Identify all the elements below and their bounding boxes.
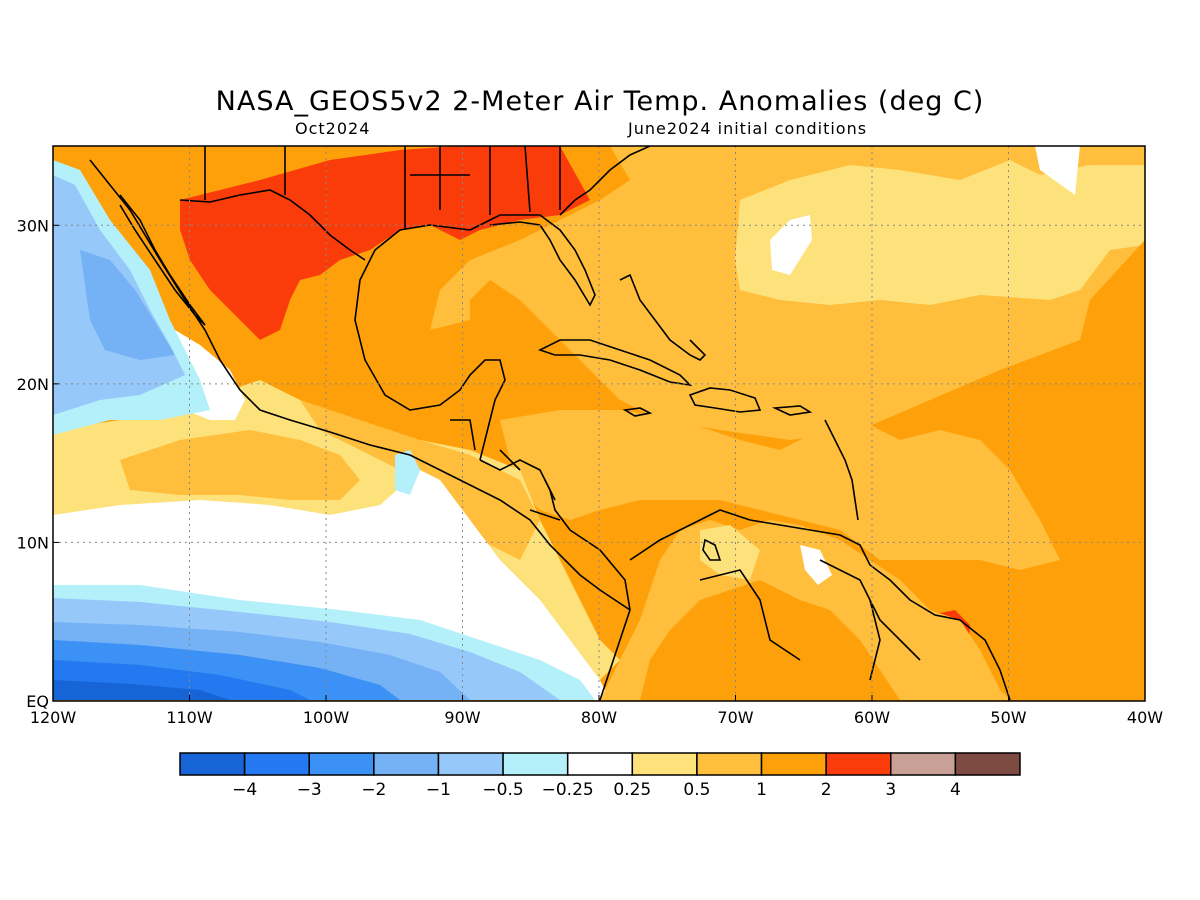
- x-tick-label: 40W: [1127, 708, 1163, 727]
- anomaly-region-pacific-0.5-to-1: [120, 430, 360, 500]
- colorbar-label: −0.25: [542, 780, 594, 800]
- border-south-america: [699, 559, 921, 681]
- x-tick-label: 50W: [990, 708, 1026, 727]
- coast-florida: [469, 214, 596, 307]
- x-tick-label: 100W: [303, 708, 350, 727]
- anomaly-field: [53, 146, 1145, 701]
- colorbar-label: −1: [426, 780, 451, 800]
- island-jamaica: [622, 407, 653, 417]
- colorbar: −4 −3 −2 −1 −0.5 −0.25 0.25 0.5 1 2 3 4: [179, 752, 1021, 800]
- anomaly-region-southamerica-0.25-to-0.5: [700, 525, 760, 580]
- island-bahamas: [619, 273, 707, 361]
- colorbar-swatch: [631, 752, 698, 776]
- graticule: [53, 146, 1145, 701]
- map-title: NASA_GEOS5v2 2-Meter Air Temp. Anomalies…: [215, 86, 985, 117]
- forecast-month: Oct2024: [295, 119, 371, 138]
- colorbar-swatch: [890, 752, 957, 776]
- anomaly-region-baja-offshore-minus-1: [80, 250, 175, 360]
- colorbar-label: −4: [232, 780, 257, 800]
- axis-ticks: 120W 110W 100W 90W 80W 70W 60W 50W 40W EQ 10N 20N 30…: [17, 216, 1164, 727]
- coastlines: [89, 146, 1011, 701]
- coast-caribbean-south: [629, 509, 1011, 701]
- initial-conditions: June2024 initial conditions: [628, 119, 868, 138]
- colorbar-swatch: [825, 752, 892, 776]
- colorbar-swatch: [437, 752, 504, 776]
- colorbar-label: −0.5: [482, 780, 523, 800]
- colorbar-swatch: [760, 752, 827, 776]
- colorbar-label: −2: [361, 780, 386, 800]
- colorbar-swatch: [373, 752, 440, 776]
- colorbar-swatch: [502, 752, 569, 776]
- anomaly-region-atlantic-neutral-north: [1035, 146, 1080, 195]
- y-tick-label: 30N: [17, 216, 49, 235]
- coast-us-east: [559, 146, 651, 216]
- colorbar-swatch: [954, 752, 1021, 776]
- island-hispaniola: [688, 387, 762, 413]
- anomaly-region-atlantic-east-1-to-2: [990, 240, 1145, 700]
- colorbar-label: 1: [756, 780, 767, 800]
- colorbar-label: 0.5: [683, 780, 710, 800]
- x-tick-label: 120W: [30, 708, 77, 727]
- anomaly-region-caribbean-0.5-to-1: [500, 410, 1060, 570]
- colorbar-label: 0.25: [613, 780, 651, 800]
- anomaly-region-centralamerica-minus-0.25: [395, 450, 420, 495]
- colorbar-label: −3: [297, 780, 322, 800]
- border-us-states: [204, 146, 561, 230]
- anomaly-region-atlantic-neutral: [770, 215, 812, 275]
- coast-mexico-pacific: [89, 159, 631, 701]
- colorbar-swatch: [308, 752, 375, 776]
- y-tick-label: 20N: [17, 375, 49, 394]
- x-tick-label: 60W: [854, 708, 890, 727]
- island-puerto-rico: [771, 405, 813, 416]
- colorbar-label: 3: [885, 780, 896, 800]
- y-tick-label: EQ: [26, 692, 49, 711]
- colorbar-swatch: [243, 752, 310, 776]
- coast-baja: [119, 194, 206, 326]
- island-cuba: [537, 339, 693, 387]
- border-us-mexico: [179, 189, 366, 261]
- anomaly-region-southamerica-neutral: [800, 545, 832, 585]
- border-central-america: [450, 419, 561, 521]
- anomaly-region-mexico-texas-2-to-3: [180, 146, 590, 340]
- x-tick-label: 110W: [166, 708, 213, 727]
- x-tick-label: 90W: [444, 708, 480, 727]
- lesser-antilles: [824, 419, 859, 521]
- y-tick-label: 10N: [17, 533, 49, 552]
- x-tick-label: 80W: [581, 708, 617, 727]
- x-tick-label: 70W: [717, 708, 753, 727]
- colorbar-swatch: [696, 752, 763, 776]
- coast-gulf-mexico: [354, 224, 506, 461]
- colorbar-label: 4: [950, 780, 961, 800]
- anomaly-region-atlantic-0.25-to-0.5: [735, 160, 1145, 305]
- colorbar-swatch: [566, 752, 634, 776]
- colorbar-swatch: [179, 752, 246, 776]
- coast-lake-maracaibo: [702, 538, 722, 561]
- anomaly-region-pacific-south-minus-4: [53, 680, 230, 700]
- colorbar-label: 2: [821, 780, 832, 800]
